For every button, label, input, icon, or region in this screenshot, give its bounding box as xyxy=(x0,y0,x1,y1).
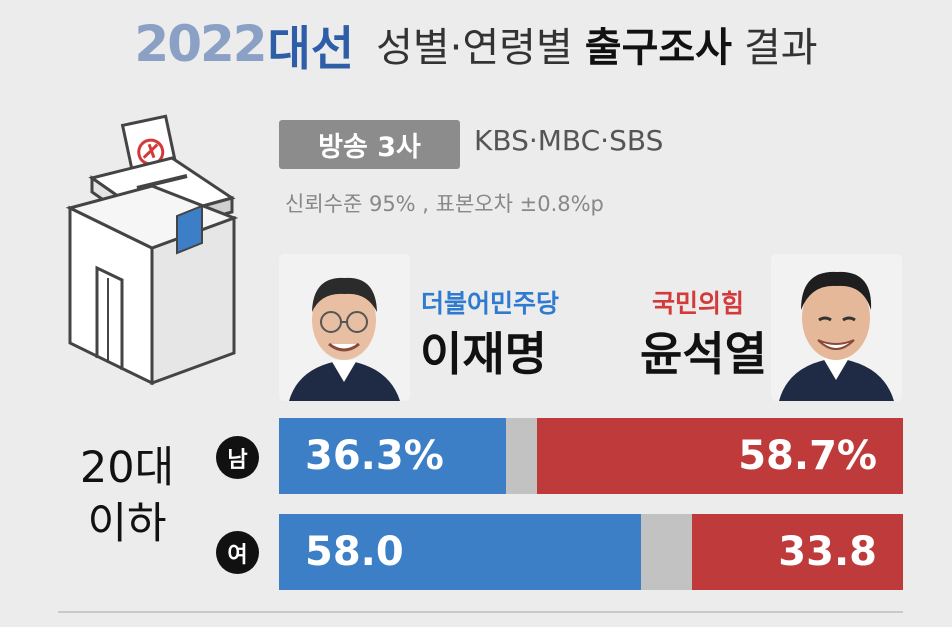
bar-other-male xyxy=(505,418,537,494)
bar-lee-female xyxy=(279,514,641,590)
value-yoon-male: 58.7% xyxy=(738,433,877,479)
age-group-line1: 20대 xyxy=(79,443,175,493)
age-group-label: 20대 이하 xyxy=(62,440,192,552)
title-election: 대선 xyxy=(267,21,355,77)
title-part3: 결과 xyxy=(743,25,818,71)
category-label-female: 여 xyxy=(216,531,259,574)
confidence-note: 신뢰수준 95% , 표본오차 ±0.8%p xyxy=(285,192,604,216)
bar-yoon-male xyxy=(536,418,903,494)
category-label-male: 남 xyxy=(216,436,259,479)
title-part2: 출구조사 xyxy=(584,25,732,71)
bar-row-female: 58.0 33.8 xyxy=(279,514,903,590)
bar-lee-male xyxy=(279,418,506,494)
broadcasters: KBS·MBC·SBS xyxy=(474,124,664,157)
value-lee-male: 36.3% xyxy=(305,433,444,479)
chart-title: 2022 대선 성별·연령별 출구조사 결과 xyxy=(0,8,952,80)
value-lee-female: 58.0 xyxy=(305,529,404,575)
age-group-line2: 이하 xyxy=(87,499,167,549)
candidate-name-right: 윤석열 xyxy=(640,327,767,381)
source-badge: 방송 3사 xyxy=(279,120,460,169)
candidate-name-left: 이재명 xyxy=(420,327,547,381)
bar-row-male: 36.3% 58.7% xyxy=(279,418,903,494)
title-year: 2022 xyxy=(134,15,267,73)
party-right: 국민의힘 xyxy=(652,289,745,318)
bottom-divider xyxy=(58,611,903,613)
value-yoon-female: 33.8 xyxy=(778,529,877,575)
title-part1: 성별·연령별 xyxy=(376,25,573,71)
bar-other-female xyxy=(640,514,693,590)
party-left: 더불어민주당 xyxy=(421,289,560,318)
candidate-photo-left xyxy=(279,254,410,401)
ballot-box-icon xyxy=(65,114,239,386)
bar-yoon-female xyxy=(692,514,903,590)
candidate-photo-right xyxy=(771,254,902,401)
